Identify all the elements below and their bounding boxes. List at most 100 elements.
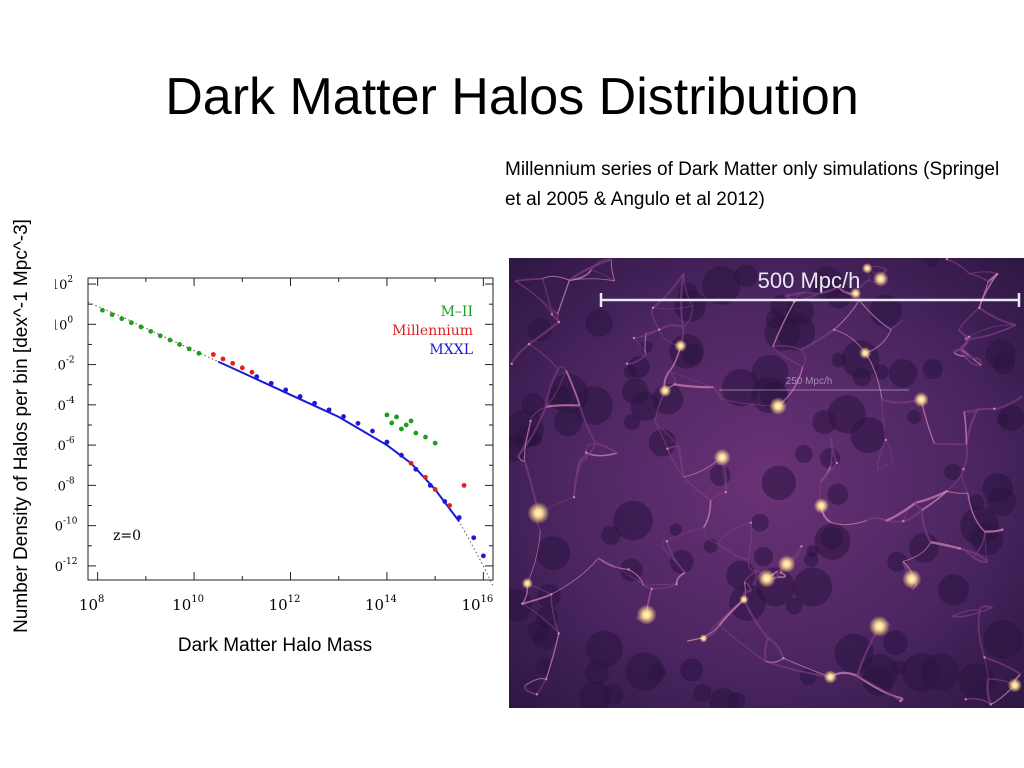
halo-node <box>850 287 862 299</box>
void <box>985 339 1016 370</box>
y-tick-label: 10-12 <box>55 557 78 575</box>
filament <box>902 541 932 562</box>
point-m-ii <box>423 434 428 440</box>
filament <box>591 269 615 282</box>
void <box>623 414 641 431</box>
point-millennium <box>408 460 414 466</box>
void <box>761 465 797 501</box>
filament <box>545 370 567 408</box>
halo-node-small <box>884 438 887 442</box>
y-tick-label: 10-2 <box>55 356 75 374</box>
halo-node-small <box>510 362 513 366</box>
filament <box>914 501 923 511</box>
void <box>814 523 851 560</box>
filament <box>986 678 992 705</box>
filament <box>968 324 1017 341</box>
point-mxxl <box>427 482 433 488</box>
halo-node-small <box>625 362 629 365</box>
filament <box>885 501 917 522</box>
filament <box>968 324 1016 338</box>
filament <box>652 272 685 309</box>
void <box>527 317 552 342</box>
halo-node-small <box>584 451 588 454</box>
filament <box>881 399 887 440</box>
filament <box>517 406 547 457</box>
filament <box>946 490 968 494</box>
void <box>547 385 572 410</box>
filament <box>544 368 559 407</box>
void <box>669 523 682 536</box>
filament <box>568 258 612 282</box>
halo-node-small <box>782 656 785 660</box>
legend-mxxl: MXXL <box>429 342 473 358</box>
void <box>701 266 741 305</box>
filament <box>994 395 1023 410</box>
void <box>852 367 871 387</box>
filament <box>677 445 685 478</box>
filament <box>658 324 684 331</box>
y-tick-label: 102 <box>55 275 73 293</box>
halo-node-small <box>967 335 971 339</box>
void <box>765 309 785 329</box>
filament <box>545 404 580 408</box>
halo-node <box>674 339 687 352</box>
filament <box>877 439 887 471</box>
void <box>648 429 677 457</box>
filament <box>772 345 802 351</box>
halo-node-small <box>1001 528 1004 531</box>
filament <box>579 443 597 461</box>
point-m-ii <box>403 422 409 428</box>
halo-node-small <box>993 407 996 411</box>
halo-node <box>739 594 749 605</box>
void <box>621 378 649 405</box>
x-tick-label: 1016 <box>461 594 493 614</box>
void <box>722 368 760 407</box>
filament <box>830 520 868 526</box>
filament <box>530 406 546 422</box>
filament <box>542 278 553 315</box>
void <box>983 620 1023 659</box>
point-mxxl <box>471 535 477 541</box>
filament <box>557 366 567 371</box>
filament <box>628 569 645 586</box>
filament <box>885 439 893 464</box>
filament <box>550 594 560 634</box>
legend-m-ii: M–II <box>441 304 473 320</box>
point-mxxl <box>370 428 375 434</box>
void <box>627 356 650 379</box>
point-millennium <box>230 360 236 366</box>
filament <box>557 279 571 315</box>
halo-node-small <box>675 583 678 586</box>
point-m-ii <box>157 333 163 339</box>
point-millennium <box>461 482 467 488</box>
filament <box>524 678 547 687</box>
point-millennium <box>210 352 216 357</box>
halo-node-small <box>527 342 531 346</box>
filament <box>963 411 968 445</box>
void <box>909 532 940 563</box>
filament <box>626 353 647 365</box>
point-millennium <box>432 487 438 492</box>
halo-node-small <box>535 693 539 696</box>
filament <box>856 675 901 702</box>
void <box>862 664 894 696</box>
void <box>785 597 803 615</box>
filament <box>569 278 615 282</box>
point-m-ii <box>408 418 414 424</box>
void <box>726 560 756 590</box>
filament <box>674 383 714 389</box>
filament <box>545 633 560 680</box>
void <box>601 525 621 545</box>
halo-node-small <box>651 306 655 309</box>
halo-node-small <box>989 703 993 706</box>
filament <box>522 593 552 605</box>
mxxl-fit-line <box>217 360 461 523</box>
y-tick-label: 10-10 <box>55 517 78 535</box>
halo-node <box>872 271 889 287</box>
slide-title: Dark Matter Halos Distribution <box>165 68 859 126</box>
filament <box>633 329 660 339</box>
filament <box>654 421 668 449</box>
filament <box>962 444 969 470</box>
void <box>709 464 731 486</box>
filament <box>610 259 616 282</box>
